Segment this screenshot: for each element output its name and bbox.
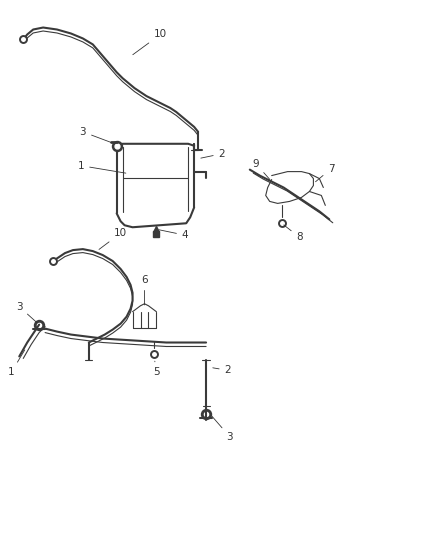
- Text: 3: 3: [212, 416, 233, 442]
- Text: 9: 9: [252, 159, 270, 180]
- Text: 6: 6: [141, 275, 148, 305]
- Text: 7: 7: [315, 164, 335, 182]
- Text: 3: 3: [16, 302, 37, 323]
- Text: 10: 10: [99, 228, 127, 249]
- Text: 8: 8: [284, 225, 303, 242]
- Text: 4: 4: [159, 230, 188, 240]
- Text: 10: 10: [133, 29, 167, 55]
- Text: 2: 2: [201, 149, 225, 159]
- Text: 2: 2: [213, 365, 231, 375]
- Text: 1: 1: [78, 160, 126, 173]
- Text: 1: 1: [8, 350, 25, 377]
- Text: 5: 5: [153, 361, 160, 377]
- Text: 3: 3: [80, 127, 112, 143]
